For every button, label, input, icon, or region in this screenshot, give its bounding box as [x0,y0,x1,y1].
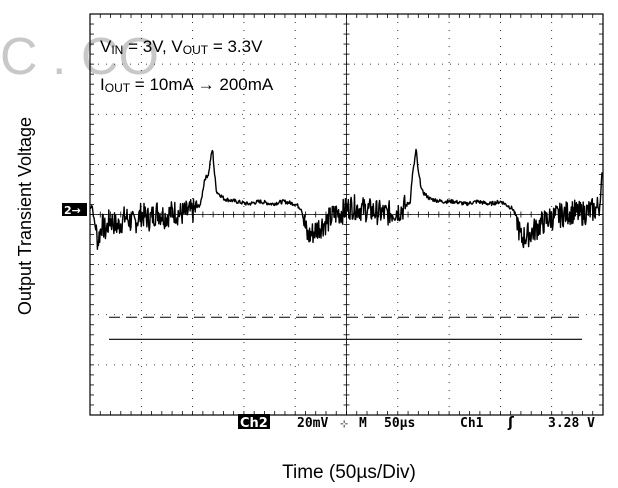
annotation-vin-vout: VIN = 3V, VOUT = 3.3V [100,37,263,57]
status-mode: M [359,416,367,431]
reference-levels [109,316,582,340]
channel-2-marker-text: 2→ [64,204,81,217]
status-trigger-level: 3.28 V [548,416,595,431]
status-bar: Ch2 20mV ⊹ M 50µs Ch1 ʃ 3.28 V [238,414,595,431]
watermark-fragment: C . CO [0,28,159,86]
channel-2-marker: 2→ [62,203,87,217]
annotation-iout-step: IOUT = 10mA → 200mA [100,75,274,95]
status-trigger-slope: ʃ [507,415,515,431]
y-axis-label: Output Transient Voltage [15,117,35,315]
status-trigger-channel: Ch1 [460,416,484,431]
status-scale: 20mV [297,416,328,431]
status-timebase: 50µs [384,416,415,431]
status-channel: Ch2 [240,416,268,431]
ch2-waveform [89,148,603,250]
status-bandwidth: ⊹ [340,419,348,430]
plot-frame [89,13,604,416]
ch2-badge [238,414,270,429]
x-axis-label: Time (50µs/Div) [282,462,416,483]
